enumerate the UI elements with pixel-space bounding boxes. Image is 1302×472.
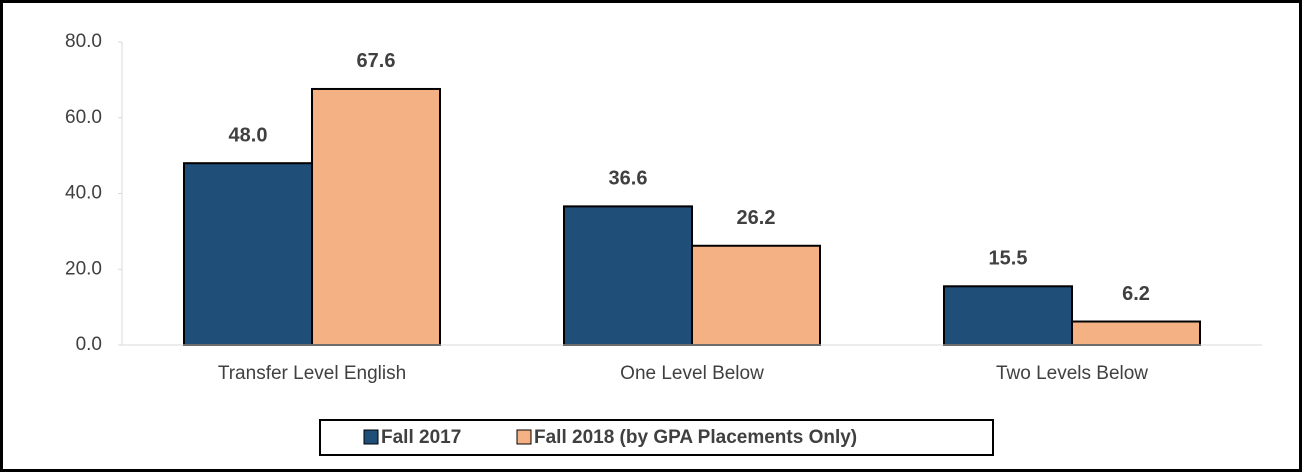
legend-swatch [363,429,379,445]
bar [1071,320,1201,346]
data-label: 48.0 [229,124,268,146]
y-tick-label: 80.0 [65,31,102,52]
y-tick-label: 20.0 [65,258,102,279]
data-label: 67.6 [357,50,396,72]
data-label: 15.5 [989,248,1028,270]
y-tick-label: 40.0 [65,183,102,204]
bar [311,87,441,346]
data-label: 26.2 [737,207,776,229]
legend: Fall 2017 Fall 2018 (by GPA Placements On… [319,419,994,456]
bar [183,162,313,346]
data-label: 6.2 [1122,283,1150,305]
legend-label: Fall 2017 [381,427,461,448]
y-tick-label: 60.0 [65,107,102,128]
bar [943,285,1073,347]
x-tick-label: Two Levels Below [996,363,1148,384]
legend-label: Fall 2018 (by GPA Placements Only) [534,427,857,448]
y-tick-label: 0.0 [76,334,102,355]
legend-frame [319,419,994,456]
x-tick-label: One Level Below [620,363,764,384]
bar [563,205,693,346]
legend-swatch [516,429,532,445]
data-label: 36.6 [609,168,648,190]
x-tick-label: Transfer Level English [218,363,406,384]
bar [691,244,821,346]
